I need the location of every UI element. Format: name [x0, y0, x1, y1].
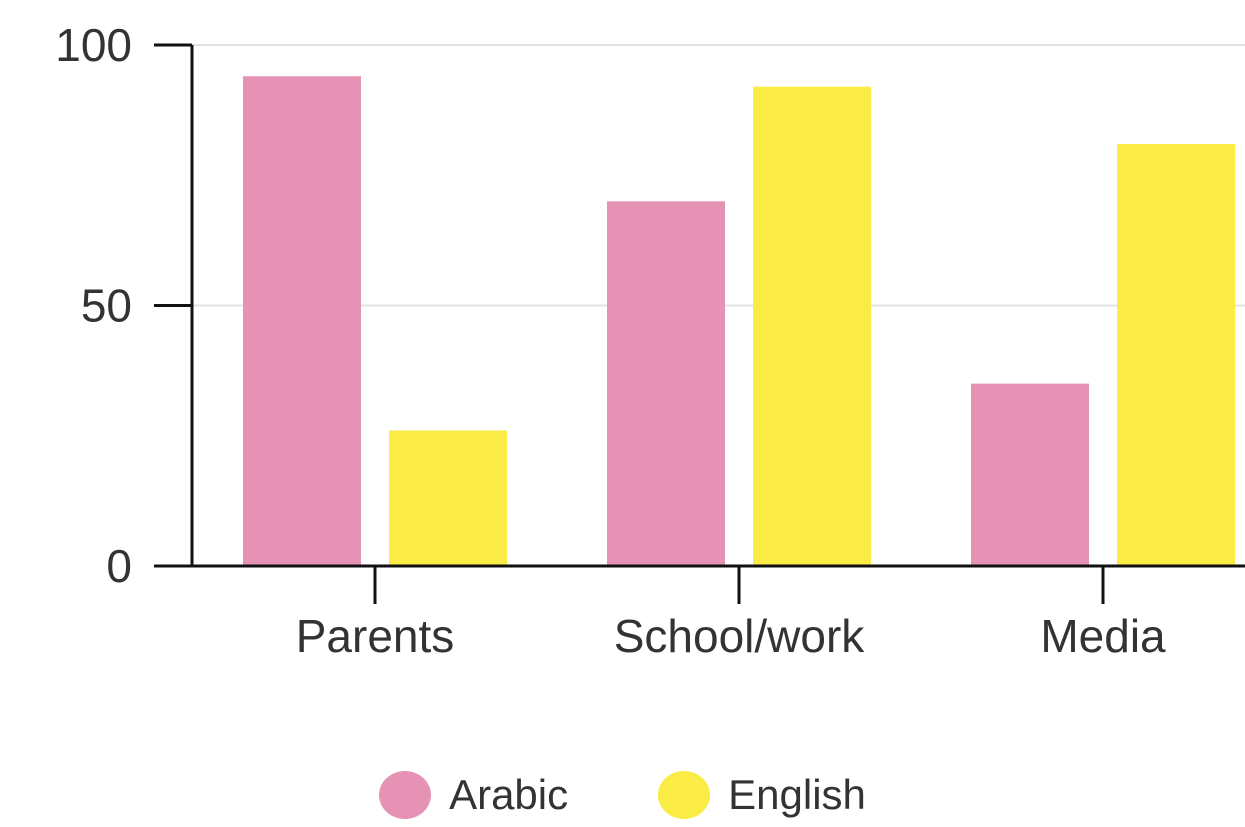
legend-item-arabic: Arabic: [379, 771, 568, 819]
x-tick-label: Parents: [296, 610, 455, 662]
legend-label: Arabic: [449, 771, 569, 818]
bar-arabic-school-work: [607, 201, 725, 567]
bars: [243, 76, 1235, 567]
legend-swatch: [379, 771, 432, 819]
x-ticks: Parents School/work Media: [296, 566, 1166, 662]
x-tick-label: Media: [1040, 610, 1166, 662]
y-tick-label: 0: [106, 540, 132, 592]
y-ticks: 0 50 100: [55, 19, 192, 592]
x-tick-label: School/work: [614, 610, 866, 662]
y-tick-label: 50: [81, 280, 132, 332]
legend-label: English: [728, 771, 866, 818]
bar-chart: 0 50 100 Parents School/work Media: [55, 19, 1245, 662]
bar-arabic-media: [971, 383, 1089, 566]
legend: Arabic English: [0, 765, 1245, 825]
bar-arabic-parents: [243, 76, 361, 566]
legend-swatch: [658, 771, 711, 819]
y-tick-label: 100: [55, 19, 132, 71]
bar-english-media: [1117, 143, 1235, 567]
legend-item-english: English: [658, 771, 866, 819]
bar-english-school-work: [753, 86, 871, 567]
bar-english-parents: [389, 430, 507, 566]
